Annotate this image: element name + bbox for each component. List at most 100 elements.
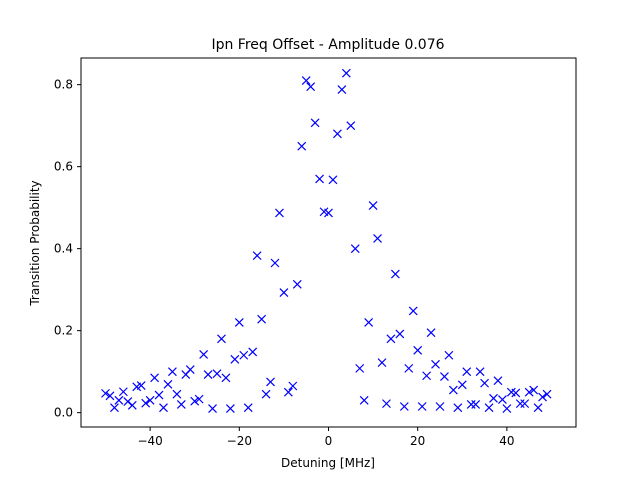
data-point <box>150 373 160 383</box>
data-point <box>212 369 222 379</box>
data-point <box>346 121 356 131</box>
data-point <box>399 402 409 411</box>
data-point <box>217 334 226 344</box>
data-point <box>203 370 213 379</box>
data-point <box>444 350 454 360</box>
data-point <box>190 396 200 406</box>
chart-title: Ipn Freq Offset - Amplitude 0.076 <box>211 37 444 53</box>
data-point <box>364 318 374 327</box>
data-point <box>310 118 320 128</box>
data-point <box>297 141 307 151</box>
data-point <box>288 381 298 391</box>
y-tick-label: 0.2 <box>54 324 73 338</box>
data-point <box>199 350 209 359</box>
data-point <box>520 399 530 409</box>
data-point <box>163 379 173 389</box>
data-point <box>292 279 302 289</box>
data-point <box>497 395 507 404</box>
data-point <box>377 358 387 368</box>
data-point <box>306 82 316 92</box>
data-point <box>404 363 414 373</box>
data-point <box>252 251 262 261</box>
data-point <box>417 402 427 411</box>
data-point <box>159 403 168 413</box>
data-point <box>105 391 115 401</box>
x-axis-label: Detuning [MHz] <box>281 456 375 470</box>
data-point <box>386 334 396 344</box>
plot-area: −40 −20 0 20 40 0.0 0.2 0.4 0.6 0.8 <box>54 57 577 448</box>
data-point <box>167 367 177 377</box>
data-point <box>480 378 490 388</box>
data-point <box>208 404 217 413</box>
y-tick-label: 0.4 <box>54 242 73 256</box>
data-point <box>275 208 284 218</box>
data-point <box>315 174 325 184</box>
y-tick-label: 0.0 <box>54 406 73 420</box>
data-point <box>440 372 449 381</box>
data-point <box>533 403 543 413</box>
data-point <box>328 175 338 185</box>
data-point <box>141 398 151 408</box>
data-point <box>511 388 521 398</box>
data-point <box>283 387 293 397</box>
data-point <box>234 318 244 327</box>
data-point <box>230 354 240 364</box>
data-point <box>248 347 258 357</box>
data-point <box>466 400 476 409</box>
data-point <box>110 403 119 413</box>
data-point <box>243 403 253 413</box>
data-point <box>221 373 231 383</box>
data-point <box>390 269 400 279</box>
y-tick-label: 0.6 <box>54 160 73 174</box>
data-point <box>484 403 494 413</box>
data-point <box>114 395 124 405</box>
data-point <box>118 387 128 397</box>
data-point <box>475 367 485 377</box>
data-point <box>395 329 405 339</box>
data-point <box>502 404 512 413</box>
data-point <box>448 385 458 395</box>
data-point <box>413 345 423 355</box>
data-point <box>462 367 472 377</box>
data-point <box>324 208 333 218</box>
y-axis-label: Transition Probability <box>28 180 42 306</box>
y-tick-label: 0.8 <box>54 78 73 92</box>
data-point <box>515 399 525 409</box>
x-tick-label: −20 <box>227 434 252 448</box>
data-point <box>489 393 498 403</box>
x-tick-label: −40 <box>137 434 162 448</box>
data-point <box>239 350 249 360</box>
data-point <box>422 371 432 381</box>
data-point <box>524 387 534 397</box>
data-point <box>368 201 378 211</box>
data-point <box>435 402 445 411</box>
data-point <box>538 392 547 402</box>
x-tick-label: 40 <box>499 434 514 448</box>
data-point <box>101 388 110 398</box>
data-point <box>453 403 463 413</box>
data-point <box>136 381 146 391</box>
data-point <box>373 233 382 243</box>
data-point <box>382 399 391 409</box>
data-point <box>194 394 204 404</box>
data-point <box>145 395 155 405</box>
data-point <box>257 314 267 324</box>
data-point <box>493 376 503 386</box>
data-point <box>266 377 275 387</box>
data-point <box>457 380 467 390</box>
data-point <box>341 68 351 78</box>
data-point <box>270 258 280 268</box>
x-tick-label: 0 <box>325 434 333 448</box>
data-point <box>350 244 360 254</box>
data-point <box>301 76 311 85</box>
data-point <box>185 365 195 375</box>
data-point <box>408 306 418 316</box>
data-point <box>154 390 164 400</box>
data-point <box>529 385 539 395</box>
x-tick-label: 20 <box>410 434 425 448</box>
data-point <box>279 288 289 297</box>
data-point <box>172 389 182 399</box>
